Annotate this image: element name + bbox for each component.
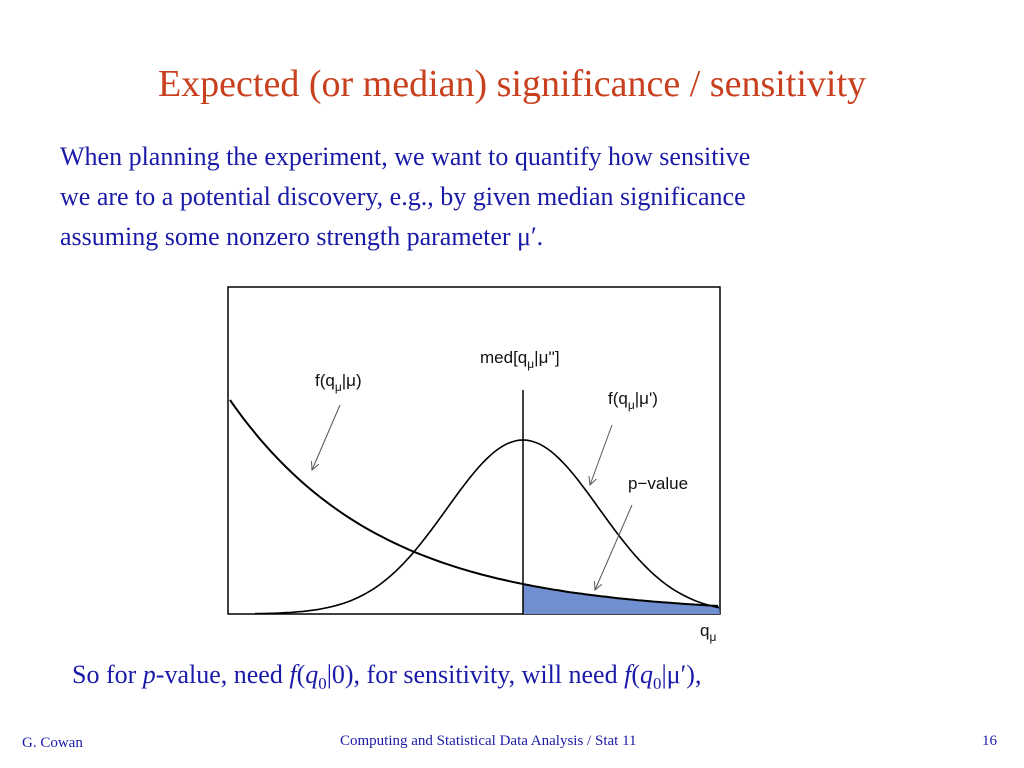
median-label: med[qμ|μ''] (480, 348, 560, 371)
label-part: med[q (480, 348, 527, 367)
footer-course: Computing and Statistical Data Analysis … (340, 733, 637, 749)
alt-label: f(qμ|μ') (608, 389, 658, 412)
text-part: p (142, 660, 156, 689)
conclusion: So for p-value, need f(q0|0), for sensit… (72, 660, 701, 694)
label-sub: μ (628, 398, 635, 412)
text-part: q (640, 660, 654, 689)
alt-curve (254, 439, 720, 615)
arrow (590, 424, 613, 485)
text-sub: 0 (653, 674, 662, 694)
body-line: we are to a potential discovery, e.g., b… (60, 182, 746, 211)
label-part: f(q (315, 371, 335, 390)
pvalue-label: p−value (628, 474, 688, 493)
plot-frame (227, 286, 721, 615)
body-line: assuming some nonzero strength parameter… (60, 222, 544, 251)
arrow (595, 504, 633, 590)
text-part: |0), for sensitivity, will need (326, 660, 625, 689)
footer-page: 16 (982, 733, 997, 749)
text-part: -value, need (155, 660, 290, 689)
text-part: q (305, 660, 319, 689)
null-label: f(qμ|μ) (315, 371, 362, 394)
label-part: |μ') (635, 389, 658, 408)
label-part: q (700, 621, 709, 640)
label-part: |μ''] (534, 348, 559, 367)
text-part: f (624, 660, 632, 689)
text-part: So for (72, 660, 143, 689)
label-sub: μ (335, 380, 342, 394)
label-part: |μ) (342, 371, 362, 390)
footer-author: G. Cowan (22, 735, 83, 751)
label-part: f(q (608, 389, 628, 408)
body-line: When planning the experiment, we want to… (60, 142, 751, 171)
label-sub: μ (527, 357, 534, 371)
text-part: f (289, 660, 297, 689)
text-sub: 0 (318, 674, 327, 694)
null-curve (229, 399, 719, 607)
arrow (312, 404, 341, 470)
axis-label: qμ (700, 621, 716, 644)
text-part: |μ′), (661, 660, 702, 689)
text-part: ( (296, 660, 306, 689)
text-part: ( (631, 660, 641, 689)
label-sub: μ (709, 630, 716, 644)
slide-title: Expected (or median) significance / sens… (157, 63, 867, 105)
